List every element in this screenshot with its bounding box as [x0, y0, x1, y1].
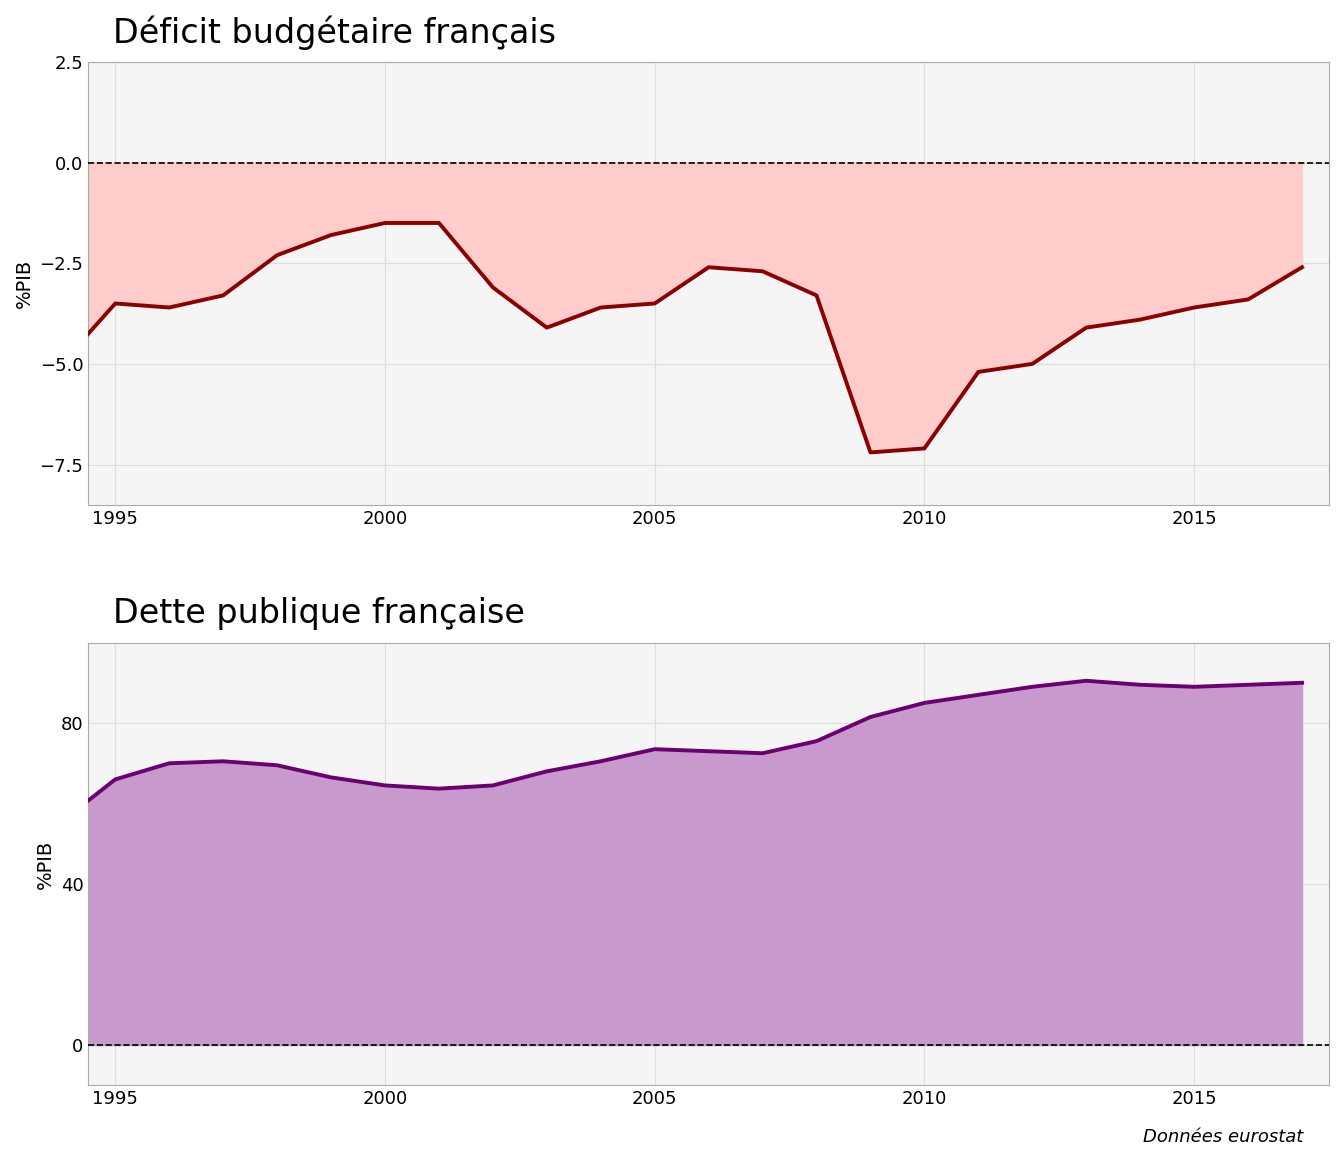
Y-axis label: %PIB: %PIB	[36, 840, 55, 888]
Text: Données eurostat: Données eurostat	[1144, 1128, 1304, 1146]
Text: Déficit budgétaire français: Déficit budgétaire français	[113, 15, 556, 50]
Text: Dette publique française: Dette publique française	[113, 597, 526, 630]
Y-axis label: %PIB: %PIB	[15, 259, 34, 308]
